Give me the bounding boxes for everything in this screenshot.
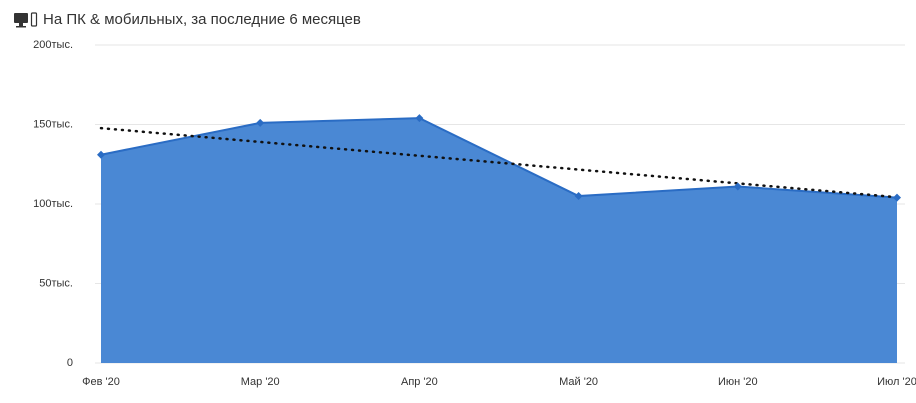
x-tick-label: Июл '20	[877, 376, 916, 388]
x-tick-label: Фев '20	[82, 376, 120, 388]
y-tick-label: 50тыс.	[39, 277, 73, 289]
title-icons	[14, 12, 38, 28]
y-tick-label: 200тыс.	[33, 39, 73, 51]
line	[100, 117, 898, 199]
y-tick-label: 100тыс.	[33, 198, 73, 210]
y-tick-label: 0	[67, 357, 73, 369]
marker	[574, 192, 583, 201]
area	[101, 118, 897, 363]
x-tick-label: Апр '20	[401, 376, 438, 388]
y-tick-label: 150тыс.	[33, 118, 73, 130]
x-tick-label: Июн '20	[718, 376, 758, 388]
marker	[256, 118, 265, 127]
x-tick-label: Мар '20	[241, 376, 280, 388]
trend-line	[99, 126, 899, 199]
chart-title: На ПК & мобильных, за последние 6 месяце…	[43, 11, 361, 28]
marker	[415, 114, 424, 123]
marker	[733, 182, 742, 191]
x-tick-label: Май '20	[559, 376, 598, 388]
marker	[97, 150, 105, 159]
marker	[893, 193, 901, 202]
